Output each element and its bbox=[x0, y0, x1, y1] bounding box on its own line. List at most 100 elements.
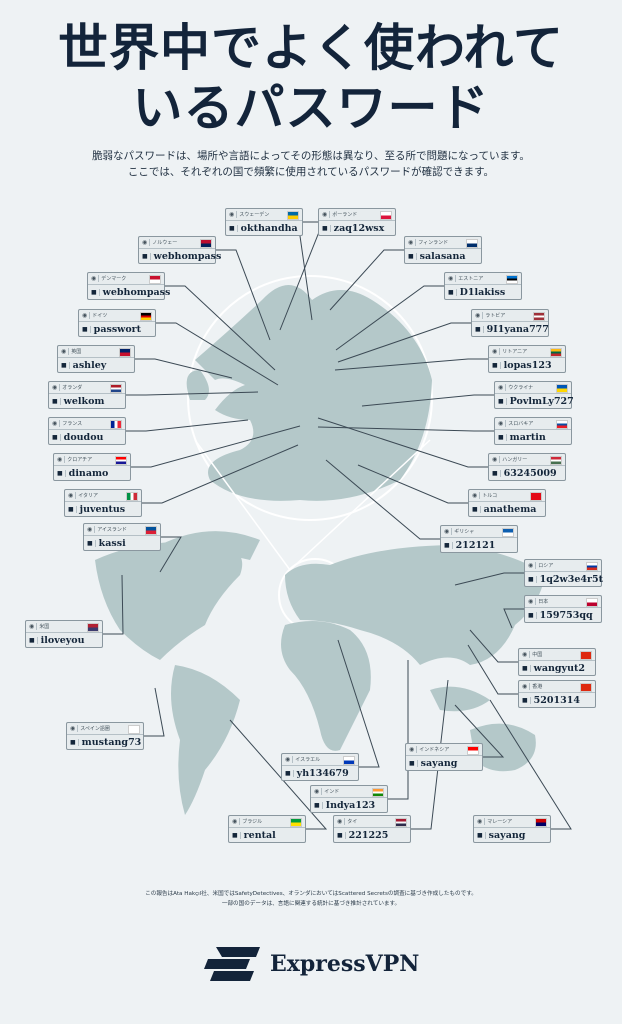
password-card: ◉ イタリア ■ juventus bbox=[64, 489, 142, 517]
country-name: ハンガリー bbox=[502, 457, 528, 463]
leader-line bbox=[357, 464, 468, 504]
password-card: ◉ ウクライナ ■ PovlmLy727 bbox=[494, 381, 574, 409]
country-name: エストニア bbox=[458, 276, 484, 282]
lock-icon: ■ bbox=[492, 362, 501, 369]
country-name: ギリシャ bbox=[454, 529, 475, 535]
leader-line bbox=[467, 644, 518, 695]
leader-line bbox=[388, 660, 409, 800]
country-flag-icon bbox=[287, 211, 299, 220]
password-card: ◉ リトアニア ■ lopas123 bbox=[488, 345, 566, 373]
country-flag-icon bbox=[372, 788, 384, 797]
lock-icon: ■ bbox=[61, 362, 70, 369]
map-pin-icon: ◉ bbox=[322, 211, 331, 218]
password-card: ◉ マレーシア ■ sayang bbox=[473, 815, 551, 843]
password-value: webhompass bbox=[153, 251, 222, 262]
password-card: ◉ スウェーデン ■ okthandha bbox=[225, 208, 303, 236]
password-card: ◉ 英国 ■ ashley bbox=[57, 345, 135, 373]
lock-icon: ■ bbox=[285, 770, 294, 777]
map-pin-icon: ◉ bbox=[68, 492, 77, 499]
title-line-1: 世界中でよく使われて bbox=[58, 18, 564, 77]
leader-line bbox=[454, 572, 524, 586]
map-pin-icon: ◉ bbox=[91, 275, 100, 282]
map-pin-icon: ◉ bbox=[52, 420, 61, 427]
map-pin-icon: ◉ bbox=[408, 239, 417, 246]
country-flag-icon bbox=[200, 239, 212, 248]
country-name: トルコ bbox=[482, 493, 498, 499]
map-pin-icon: ◉ bbox=[87, 526, 96, 533]
country-name: インドネシア bbox=[419, 747, 450, 753]
leader-line bbox=[317, 417, 488, 468]
country-flag-icon bbox=[110, 420, 122, 429]
country-name: ラトビア bbox=[485, 313, 506, 319]
map-pin-icon: ◉ bbox=[522, 683, 531, 690]
country-name: デンマーク bbox=[101, 276, 127, 282]
leader-line bbox=[337, 322, 471, 363]
expressvpn-logo: ExpressVPN bbox=[204, 945, 419, 983]
map-pin-icon: ◉ bbox=[475, 312, 484, 319]
leader-line bbox=[454, 704, 505, 758]
lock-icon: ■ bbox=[498, 398, 507, 405]
password-value: yh134679 bbox=[296, 768, 349, 779]
country-name: イスラエル bbox=[295, 757, 321, 763]
brand-name: ExpressVPN bbox=[270, 951, 420, 977]
lock-icon: ■ bbox=[142, 253, 151, 260]
leader-line bbox=[156, 322, 279, 386]
password-value: 159753qq bbox=[539, 610, 593, 621]
leader-line bbox=[334, 358, 488, 371]
leader-line bbox=[135, 358, 233, 379]
password-card: ◉ アイスランド ■ kassi bbox=[83, 523, 161, 551]
country-flag-icon bbox=[535, 818, 547, 827]
lock-icon: ■ bbox=[337, 832, 346, 839]
country-name: イタリア bbox=[78, 493, 99, 499]
country-flag-icon bbox=[115, 456, 127, 465]
country-name: スウェーデン bbox=[239, 212, 270, 218]
lock-icon: ■ bbox=[477, 832, 486, 839]
map-pin-icon: ◉ bbox=[82, 312, 91, 319]
password-card: ◉ エストニア ■ D1lakiss bbox=[444, 272, 522, 300]
country-name: ブラジル bbox=[242, 819, 263, 825]
leader-line bbox=[103, 574, 124, 635]
country-flag-icon bbox=[290, 818, 302, 827]
lock-icon: ■ bbox=[57, 470, 66, 477]
country-flag-icon bbox=[580, 651, 592, 660]
country-flag-icon bbox=[87, 623, 99, 632]
country-flag-icon bbox=[119, 348, 131, 357]
map-pin-icon: ◉ bbox=[492, 348, 501, 355]
country-flag-icon bbox=[533, 312, 545, 321]
map-pin-icon: ◉ bbox=[492, 456, 501, 463]
country-name: クロアチア bbox=[67, 457, 93, 463]
country-flag-icon bbox=[556, 420, 568, 429]
lock-icon: ■ bbox=[91, 289, 100, 296]
country-flag-icon bbox=[506, 275, 518, 284]
password-value: okthandha bbox=[240, 223, 298, 234]
password-value: sayang bbox=[488, 830, 526, 841]
password-value: sayang bbox=[420, 758, 458, 769]
leader-line bbox=[329, 249, 404, 311]
password-value: kassi bbox=[98, 538, 126, 549]
password-card: ◉ 中国 ■ wangyut2 bbox=[518, 648, 596, 676]
map-pin-icon: ◉ bbox=[472, 492, 481, 499]
password-value: webhompass bbox=[102, 287, 171, 298]
password-card: ◉ ドイツ ■ passwort bbox=[78, 309, 156, 337]
country-flag-icon bbox=[580, 683, 592, 692]
map-pin-icon: ◉ bbox=[142, 239, 151, 246]
subtitle-line-1: 脆弱なパスワードは、場所や言語によってその形態は異なり、至る所で問題になっていま… bbox=[92, 150, 530, 162]
country-flag-icon bbox=[145, 526, 157, 535]
subtitle-line-2: ここでは、それぞれの国で頻繁に使用されているパスワードが確認できます。 bbox=[127, 166, 495, 178]
country-name: フィンランド bbox=[418, 240, 449, 246]
lock-icon: ■ bbox=[444, 542, 453, 549]
password-card: ◉ ブラジル ■ rental bbox=[228, 815, 306, 843]
password-card: ◉ インドネシア ■ sayang bbox=[405, 743, 483, 771]
expressvpn-logo-icon bbox=[204, 947, 260, 981]
world-landmass bbox=[95, 275, 545, 815]
lock-icon: ■ bbox=[29, 637, 38, 644]
country-flag-icon bbox=[110, 384, 122, 393]
map-pin-icon: ◉ bbox=[444, 528, 453, 535]
password-value: 63245009 bbox=[503, 468, 557, 479]
password-card: ◉ 香港 ■ 5201314 bbox=[518, 680, 596, 708]
map-pin-icon: ◉ bbox=[70, 725, 79, 732]
password-value: wangyut2 bbox=[533, 663, 585, 674]
country-name: リトアニア bbox=[502, 349, 528, 355]
password-card: ◉ ポーランド ■ zaq12wsx bbox=[318, 208, 396, 236]
leader-line bbox=[361, 394, 494, 407]
